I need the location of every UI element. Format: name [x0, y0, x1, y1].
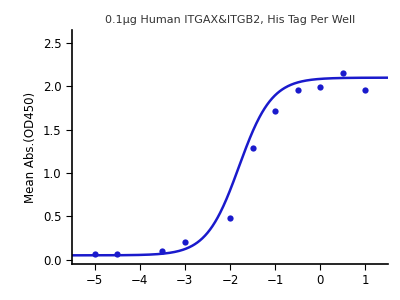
Title: 0.1μg Human ITGAX&ITGB2, His Tag Per Well: 0.1μg Human ITGAX&ITGB2, His Tag Per Wel… [105, 15, 355, 25]
Y-axis label: Mean Abs.(OD450): Mean Abs.(OD450) [24, 92, 38, 202]
